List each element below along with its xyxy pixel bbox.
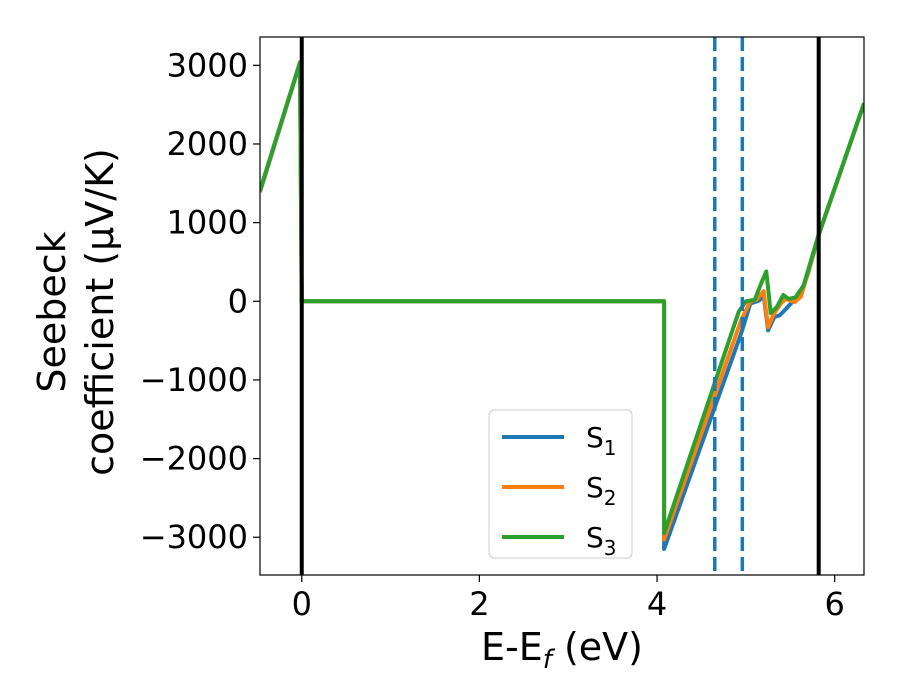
legend: S1 S2 S3 [488, 409, 633, 560]
legend-box [488, 409, 633, 559]
y-axis-label-line1: Seebeck [30, 231, 74, 392]
x-tick-label: 2 [469, 585, 489, 623]
plot-lines [260, 60, 864, 551]
y-tick-label: −2000 [140, 440, 248, 478]
legend-label-s1: S1 [586, 421, 617, 460]
x-axis-ticks: 0 2 4 6 [292, 575, 845, 623]
series-line-s3 [260, 60, 864, 536]
x-axis-label: E-Ef (eV) [481, 625, 643, 675]
legend-label-s2: S2 [586, 471, 617, 510]
x-tick-label: 0 [292, 585, 312, 623]
y-tick-label: −1000 [140, 361, 248, 399]
reference-lines [299, 37, 821, 575]
y-tick-label: 2000 [167, 125, 248, 163]
y-axis-ticks: −3000 −2000 −1000 0 1000 2000 3000 [140, 46, 260, 556]
y-tick-label: −3000 [140, 518, 248, 556]
plot-frame [259, 36, 865, 576]
legend-entries: S1 S2 S3 [502, 421, 617, 560]
y-axis-label-line2: coefficient (μV/K) [78, 148, 122, 476]
y-tick-label: 0 [228, 282, 248, 320]
y-tick-label: 3000 [167, 46, 248, 84]
x-tick-label: 4 [647, 585, 667, 623]
y-axis-label: Seebeck coefficient (μV/K) [30, 148, 122, 476]
legend-label-s3: S3 [586, 521, 617, 560]
x-tick-label: 6 [825, 585, 845, 623]
y-tick-label: 1000 [167, 204, 248, 242]
